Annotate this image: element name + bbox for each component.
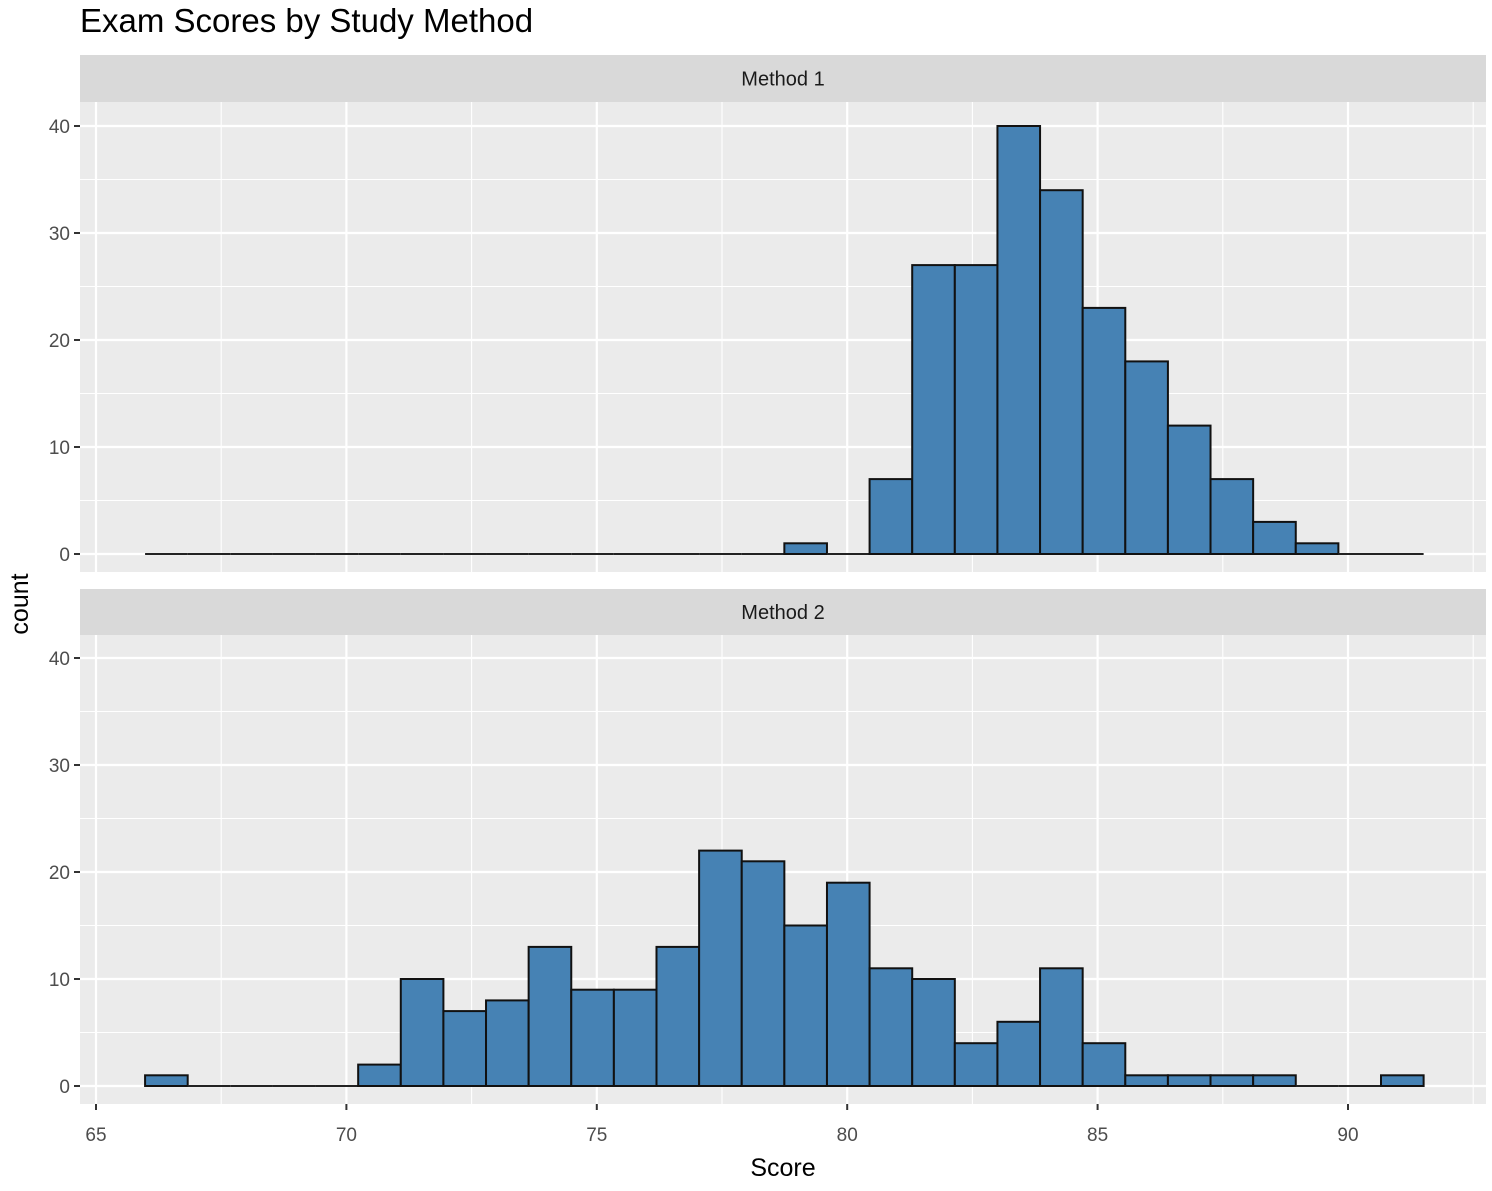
histogram-bar bbox=[953, 1042, 999, 1087]
histogram-bar bbox=[1209, 1074, 1255, 1088]
x-tick-label: 90 bbox=[1337, 1125, 1358, 1146]
y-tick-label: 40 bbox=[49, 649, 70, 670]
y-axis-title: count bbox=[6, 573, 34, 634]
y-tick-label: 40 bbox=[49, 117, 70, 138]
y-tick-label: 0 bbox=[59, 545, 70, 566]
facet-label: Method 1 bbox=[741, 69, 824, 91]
y-tick-label: 30 bbox=[49, 224, 70, 245]
facet-strip bbox=[80, 55, 1486, 102]
y-tick-label: 20 bbox=[49, 331, 70, 352]
facet-panel-2: Method 2 0 10 20 30 40 bbox=[49, 589, 1486, 1104]
histogram-bar bbox=[1166, 424, 1212, 555]
histogram-bar bbox=[1124, 360, 1169, 555]
facet-panel-1: Method 1 0 10 20 30 40 bbox=[49, 55, 1486, 572]
histogram-bar bbox=[612, 988, 658, 1088]
histogram-bar bbox=[1380, 1074, 1425, 1088]
facet-strip bbox=[80, 589, 1486, 635]
histogram-bar bbox=[996, 1020, 1042, 1087]
histogram-bar bbox=[740, 860, 786, 1087]
histogram-bar bbox=[1039, 189, 1084, 555]
histogram-bar bbox=[570, 988, 615, 1088]
histogram-bar bbox=[1081, 1042, 1127, 1087]
histogram-bar bbox=[655, 945, 701, 1088]
histogram-bar bbox=[783, 924, 828, 1087]
histogram-bar bbox=[144, 1074, 189, 1088]
histogram-bar bbox=[825, 881, 871, 1088]
x-axis-title: Score bbox=[750, 1154, 815, 1182]
histogram-bar bbox=[868, 967, 914, 1087]
histogram-bar bbox=[1039, 967, 1084, 1087]
histogram-bar bbox=[1209, 478, 1255, 556]
x-tick-label: 80 bbox=[837, 1125, 858, 1146]
facet-label: Method 2 bbox=[741, 602, 824, 624]
histogram-bar bbox=[485, 999, 530, 1088]
histogram-bar bbox=[399, 978, 445, 1087]
histogram-bar bbox=[1294, 542, 1340, 555]
histogram-bar bbox=[911, 264, 956, 555]
histogram-bar bbox=[1166, 1074, 1212, 1088]
chart-title: Exam Scores by Study Method bbox=[80, 2, 534, 39]
histogram-bar bbox=[357, 1063, 402, 1087]
x-tick-label: 65 bbox=[85, 1125, 106, 1146]
panel-background bbox=[80, 102, 1486, 572]
histogram-bar bbox=[996, 125, 1042, 555]
histogram-bar bbox=[783, 542, 828, 555]
histogram-bar bbox=[1252, 520, 1297, 556]
y-tick-label: 10 bbox=[49, 970, 70, 991]
histogram-bar bbox=[442, 1010, 488, 1087]
x-tick-label: 70 bbox=[336, 1125, 357, 1146]
histogram-bar bbox=[527, 945, 573, 1088]
x-tick-label: 85 bbox=[1087, 1125, 1108, 1146]
y-tick-label: 0 bbox=[59, 1077, 70, 1098]
y-tick-label: 20 bbox=[49, 863, 70, 884]
histogram-bar bbox=[1252, 1074, 1297, 1088]
x-tick-label: 75 bbox=[586, 1125, 607, 1146]
y-tick-label: 10 bbox=[49, 438, 70, 459]
histogram-bar bbox=[1081, 306, 1127, 555]
histogram-bar bbox=[868, 478, 914, 556]
histogram-bar bbox=[1124, 1074, 1169, 1088]
y-tick-label: 30 bbox=[49, 756, 70, 777]
histogram-bar bbox=[953, 264, 999, 555]
histogram-bar bbox=[698, 849, 743, 1087]
histogram-bar bbox=[911, 978, 956, 1087]
